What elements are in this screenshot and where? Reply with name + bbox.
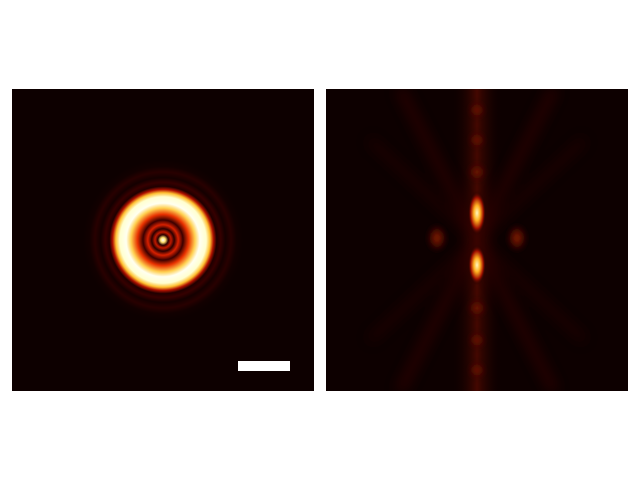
- band-dots: [427, 102, 527, 378]
- focal-pattern: [367, 89, 587, 391]
- upper-lobe: [468, 191, 486, 235]
- lower-lobe: [468, 245, 486, 285]
- scale-bar: [238, 361, 290, 371]
- ring-pattern: [83, 160, 243, 320]
- diagonal-streaks: [367, 89, 587, 391]
